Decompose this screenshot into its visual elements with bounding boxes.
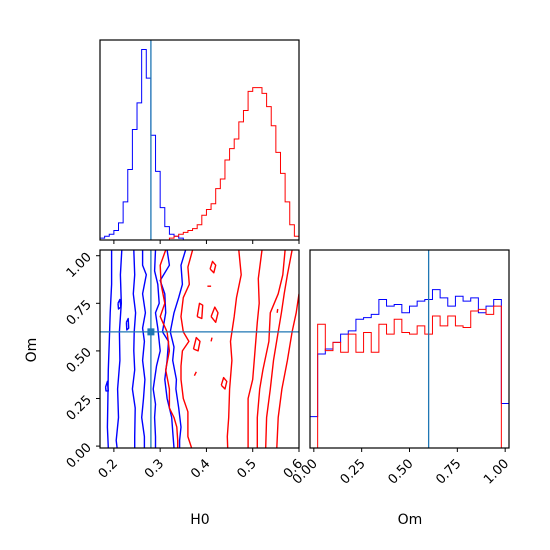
contour-island-series-2 [192, 336, 201, 352]
om-histogram-x-tick-label: 0.50 [385, 456, 416, 487]
om-histogram-ticks: 0.00 0.25 0.50 0.75 1.00 [290, 448, 512, 488]
contour-x-tick-label: 0.5 [235, 456, 260, 481]
contour-island-series-2 [209, 260, 217, 274]
contour-island-series-2 [210, 306, 219, 323]
om-histogram-background [310, 250, 509, 448]
x-axis-label-om: Om [398, 512, 423, 528]
contour-island-series-1 [104, 380, 109, 392]
contour-island-series-1 [125, 317, 130, 331]
h0-histogram-content [100, 40, 299, 240]
contour-island-series-2 [196, 302, 204, 320]
contour-island-series-1 [117, 298, 122, 310]
om-histogram-panel: 0.00 0.25 0.50 0.75 1.00 Om [290, 249, 512, 528]
contour-line-series-2 [247, 250, 263, 448]
om-histogram-series-1 [310, 289, 509, 448]
contour-line-series-2 [226, 250, 242, 448]
y-axis-label-om: Om [24, 338, 40, 363]
contour-line-series-1 [106, 250, 113, 448]
contour-island-series-2 [220, 376, 228, 390]
contour-x-tick-label: 0.3 [142, 456, 167, 481]
om-histogram-x-tick-label: 1.00 [481, 456, 512, 487]
x-axis-label-h0: H0 [190, 512, 209, 528]
contour-frame [99, 249, 300, 449]
contour-line-series-1 [152, 250, 161, 448]
h0-histogram-series-1 [100, 49, 299, 240]
om-histogram-content [310, 250, 509, 448]
contour-y-tick-label: 0.75 [64, 298, 95, 329]
contour-background [100, 250, 299, 448]
contour-y-tick-label: 0.50 [64, 345, 95, 376]
contour-island-series-2 [276, 308, 279, 313]
om-histogram-series-2 [310, 305, 509, 448]
om-histogram-x-tick-label: 0.75 [433, 456, 464, 487]
om-histogram-x-tick-label: 0.25 [338, 456, 369, 487]
h0-histogram-ticks [113, 240, 300, 244]
h0-om-contour-panel: 0.2 0.3 0.4 0.5 0.60.000.250.500.751.00 H0 O… [24, 249, 306, 528]
contour-line-series-1 [169, 250, 187, 448]
contour-y-tick-label: 1.00 [64, 250, 95, 281]
contour-line-series-1 [115, 250, 123, 448]
contour-line-series-2 [180, 250, 194, 448]
contour-y-tick-label: 0.00 [64, 440, 95, 471]
contour-line-series-2 [256, 250, 286, 448]
contour-truth-marker [147, 328, 155, 336]
contour-island-series-2 [193, 371, 197, 377]
h0-histogram-panel [99, 39, 300, 244]
contour-line-series-2 [159, 250, 179, 448]
h0-histogram-background [100, 40, 299, 240]
contour-y-tick-label: 0.25 [64, 393, 95, 424]
h0-histogram-frame [99, 39, 300, 241]
contour-island-series-2 [210, 337, 213, 342]
contour-line-series-1 [141, 250, 147, 448]
contour-line-series-2 [276, 293, 299, 448]
contour-x-tick-label: 0.2 [96, 456, 121, 481]
contour-line-series-1 [131, 250, 137, 448]
contour-x-tick-label: 0.4 [188, 456, 213, 481]
h0-histogram-series-2 [100, 87, 299, 240]
contour-content [100, 250, 299, 448]
